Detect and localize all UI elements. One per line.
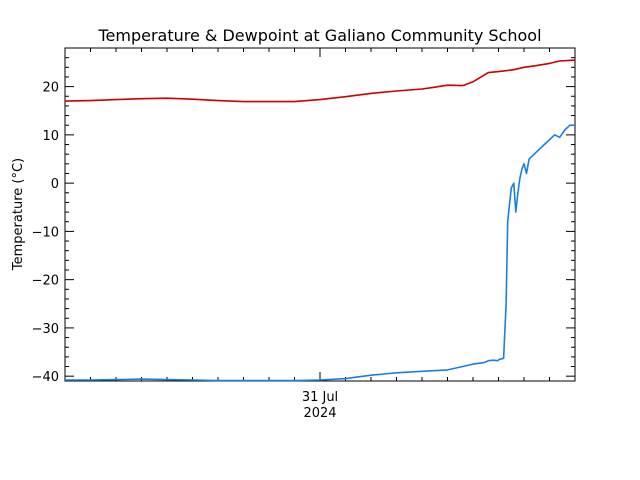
y-tick-label: 0 [51, 177, 59, 192]
y-tick-label: −10 [32, 225, 59, 240]
series-group [64, 59, 576, 382]
y-axis-label: Temperature (°C) [11, 158, 26, 271]
series-line-temperature [64, 59, 576, 103]
y-tick-label: −30 [32, 322, 59, 337]
y-tick-label: −20 [32, 274, 59, 289]
y-axis: −40 −30 −20 −10 0 10 20 [32, 47, 575, 385]
chart-title: Temperature & Dewpoint at Galiano Commun… [97, 26, 541, 45]
y-tick-label: 20 [42, 81, 59, 96]
x-axis-year-label: 2024 [303, 406, 336, 421]
series-line-dewpoint [65, 124, 575, 382]
plot-area: −40 −30 −20 −10 0 10 20 [32, 47, 576, 385]
y-tick-label: 10 [42, 129, 59, 144]
y-tick-label: −40 [32, 370, 59, 385]
x-axis-date-label: 31 Jul [302, 390, 338, 405]
